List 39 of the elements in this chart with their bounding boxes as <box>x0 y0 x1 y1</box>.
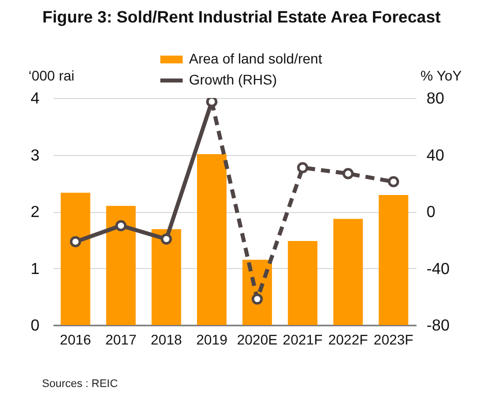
bar <box>106 206 136 325</box>
y-tick-label: 3 <box>30 147 40 164</box>
y2-tick-label: -40 <box>426 260 450 278</box>
point <box>115 220 126 232</box>
x-tick-label: 2020E <box>236 332 278 348</box>
point <box>342 168 354 180</box>
y-tick-label: 2 <box>30 204 40 221</box>
y2-tick-label: 40 <box>426 147 444 164</box>
bar <box>197 154 227 325</box>
point <box>70 236 82 248</box>
y2-axis-title: % YoY <box>420 68 462 84</box>
bar <box>152 229 182 325</box>
point <box>297 162 308 174</box>
x-tick-label: 2018 <box>150 332 182 348</box>
x-tick-label: 2019 <box>196 332 228 348</box>
bar <box>288 241 318 325</box>
source-note: Sources : REIC <box>42 378 118 390</box>
point <box>252 293 263 305</box>
x-tick-label: 2017 <box>105 332 137 348</box>
x-tick-label: 2022F <box>328 332 368 348</box>
x-tick-label: 2021F <box>282 332 322 348</box>
point <box>388 176 400 188</box>
bar <box>378 195 408 325</box>
x-tick-label: 2016 <box>60 332 92 348</box>
y-axis-title: ‘000 rai <box>28 68 74 84</box>
bar <box>333 218 363 325</box>
point <box>160 233 172 245</box>
y2-tick-label: 0 <box>426 204 436 221</box>
y2-tick-label: 80 <box>426 90 444 108</box>
y2-tick-label: -80 <box>426 318 450 334</box>
x-tick-label: 2023F <box>374 332 414 348</box>
legend-label: Area of land sold/rent <box>189 50 322 66</box>
legend-label: Growth (RHS) <box>189 72 277 88</box>
y-tick-label: 4 <box>30 90 40 108</box>
chart-title: Figure 3: Sold/Rent Industrial Estate Area Forecast <box>42 8 442 26</box>
y-tick-label: 1 <box>30 260 40 278</box>
point <box>206 98 218 108</box>
bar <box>60 192 90 325</box>
y-tick-label: 0 <box>30 318 40 334</box>
